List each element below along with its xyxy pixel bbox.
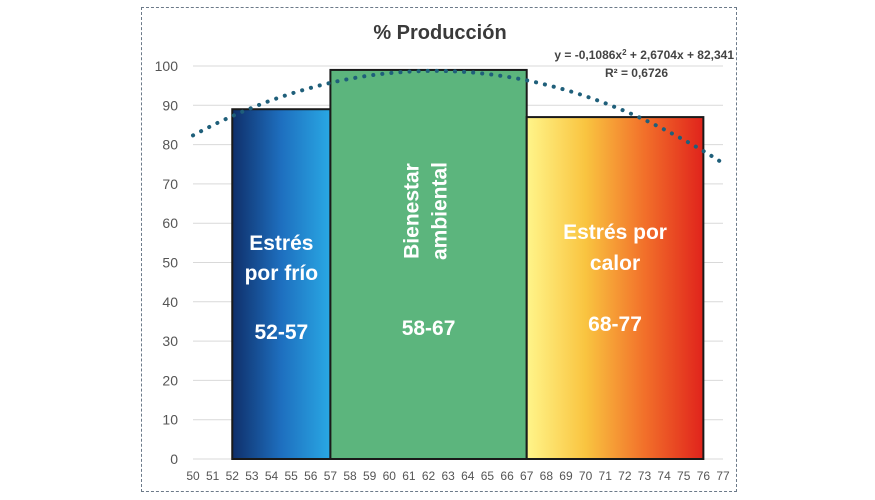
x-tick-label: 73	[638, 469, 652, 483]
x-tick-label: 66	[500, 469, 514, 483]
bar-comfort-label-line2: ambiental	[429, 162, 452, 260]
x-tick-label: 64	[461, 469, 475, 483]
y-tick-label: 20	[162, 372, 178, 388]
y-tick-label: 80	[162, 137, 178, 153]
x-tick-label: 56	[304, 469, 318, 483]
trendline-equation: y = -0,1086x2 + 2,6704x + 82,341	[554, 48, 734, 63]
x-tick-label: 62	[422, 469, 436, 483]
x-tick-label: 77	[716, 469, 730, 483]
x-tick-label: 53	[245, 469, 259, 483]
x-tick-label: 54	[265, 469, 279, 483]
x-tick-label: 52	[226, 469, 240, 483]
bar-cold-stress	[231, 108, 332, 460]
chart-title: % Producción	[373, 22, 506, 44]
x-tick-label: 50	[186, 469, 200, 483]
bar-labels: Estrés por frío 52-57 Bienestar ambiental 58-…	[245, 162, 667, 344]
x-tick-label: 55	[284, 469, 298, 483]
x-tick-label: 69	[559, 469, 573, 483]
bar-heat-label-line2: calor	[590, 252, 640, 275]
x-tick-label: 58	[343, 469, 357, 483]
bar-heat-range: 68-77	[588, 313, 642, 336]
y-tick-label: 90	[162, 97, 178, 113]
x-axis-ticks: 50 51 52 53 54 55 56 57 58 59 60 61 62 63 64 65 66 67 68 69…	[186, 469, 730, 483]
y-tick-label: 70	[162, 176, 178, 192]
x-tick-label: 76	[697, 469, 711, 483]
y-tick-label: 60	[162, 215, 178, 231]
y-tick-label: 30	[162, 333, 178, 349]
bar-thermal-comfort	[329, 68, 528, 461]
bar-comfort-range: 58-67	[402, 317, 456, 340]
y-tick-label: 0	[170, 451, 178, 467]
x-tick-label: 71	[599, 469, 613, 483]
x-tick-label: 51	[206, 469, 220, 483]
trendline-r-squared: R² = 0,6726	[605, 66, 668, 80]
x-tick-label: 63	[442, 469, 456, 483]
x-tick-label: 57	[324, 469, 338, 483]
x-tick-label: 74	[657, 469, 671, 483]
x-tick-label: 60	[383, 469, 397, 483]
y-tick-label: 100	[155, 58, 179, 74]
x-tick-label: 59	[363, 469, 377, 483]
y-tick-label: 10	[162, 412, 178, 428]
y-tick-label: 40	[162, 294, 178, 310]
x-tick-label: 61	[402, 469, 416, 483]
y-axis-ticks: 0 10 20 30 40 50 60 70 80 90 100	[155, 58, 179, 467]
x-tick-label: 70	[579, 469, 593, 483]
x-tick-label: 75	[677, 469, 691, 483]
bar-cold-label-line1: Estrés	[249, 232, 313, 255]
bar-heat-stress	[525, 116, 705, 460]
bars	[231, 68, 705, 461]
bar-cold-label-line2: por frío	[245, 262, 318, 285]
bar-heat-label-line1: Estrés por	[563, 221, 667, 244]
x-tick-label: 72	[618, 469, 632, 483]
x-tick-label: 67	[520, 469, 534, 483]
y-tick-label: 50	[162, 255, 178, 271]
bar-comfort-label-line1: Bienestar	[401, 163, 424, 259]
x-tick-label: 68	[540, 469, 554, 483]
bar-cold-range: 52-57	[254, 321, 308, 344]
chart-frame: 0 10 20 30 40 50 60 70 80 90 100 50 51 52 53 54 55 56 57 5…	[141, 7, 737, 492]
x-tick-label: 65	[481, 469, 495, 483]
